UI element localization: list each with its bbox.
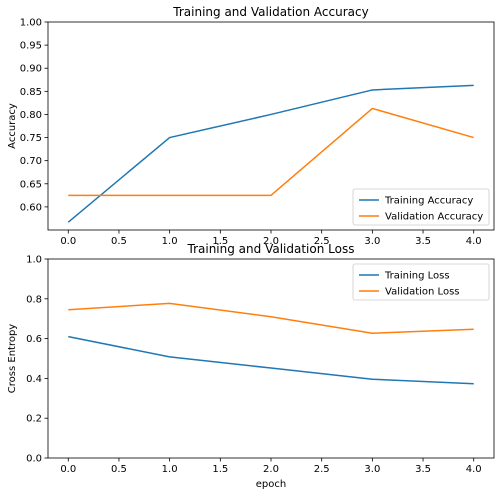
legend-box — [352, 263, 490, 301]
y-tick-label: 1.0 — [26, 255, 42, 266]
legend-label: Training Loss — [384, 271, 450, 282]
x-tick-label: 1.5 — [212, 236, 228, 247]
chart-title: Training and Validation Loss — [187, 242, 355, 256]
x-tick-label: 0.0 — [60, 464, 76, 475]
y-tick-label: 0.4 — [26, 374, 42, 385]
y-tick-label: 0.2 — [26, 414, 42, 425]
y-tick-label: 0.0 — [26, 454, 42, 465]
legend-box — [352, 188, 490, 226]
x-tick-label: 1.5 — [212, 464, 228, 475]
x-tick-label: 4.0 — [466, 464, 482, 475]
x-tick-label: 0.5 — [111, 236, 127, 247]
x-tick-label: 3.5 — [415, 464, 431, 475]
y-tick-label: 0.85 — [20, 87, 42, 98]
chart-title: Training and Validation Accuracy — [172, 5, 368, 19]
y-axis-label: Accuracy — [7, 103, 18, 149]
y-tick-label: 1.00 — [20, 18, 42, 29]
y-tick-label: 0.6 — [26, 334, 42, 345]
x-tick-label: 0.0 — [60, 236, 76, 247]
x-tick-label: 3.0 — [364, 464, 380, 475]
y-tick-label: 0.90 — [20, 64, 42, 75]
legend: Training Accuracy Validation Accuracy — [352, 188, 490, 226]
accuracy-chart: Training and Validation Accuracy 0.0 0.5 1.… — [7, 5, 495, 247]
x-tick-label: 3.5 — [415, 236, 431, 247]
y-tick-label: 0.60 — [20, 202, 42, 213]
y-tick-label: 0.8 — [26, 294, 42, 305]
series-line-training-accuracy — [67, 84, 474, 223]
y-tick-label: 0.70 — [20, 156, 42, 167]
x-axis-label: epoch — [256, 479, 286, 490]
y-tick-label: 0.75 — [20, 133, 42, 144]
x-tick-label: 1.0 — [162, 464, 178, 475]
x-tick-label: 4.0 — [466, 236, 482, 247]
y-axis-label: Cross Entropy — [7, 324, 18, 394]
x-tick-label: 3.0 — [364, 236, 380, 247]
y-tick-label: 0.95 — [20, 41, 42, 52]
legend-label: Training Accuracy — [384, 196, 473, 207]
x-tick-label: 2.0 — [263, 236, 279, 247]
x-tick-label: 2.5 — [314, 236, 330, 247]
x-tick-label: 2.5 — [314, 464, 330, 475]
legend-label: Validation Loss — [385, 287, 460, 298]
y-tick-label: 0.65 — [20, 179, 42, 190]
x-tick-label: 2.0 — [263, 464, 279, 475]
series-line-training-loss — [68, 335, 474, 385]
loss-chart: Training and Validation Loss 0.0 0.5 1.0 1.5… — [7, 242, 495, 490]
x-tick-label: 0.5 — [111, 464, 127, 475]
legend-label: Validation Accuracy — [385, 212, 483, 223]
y-tick-label: 0.80 — [20, 110, 42, 121]
series-line-validation-accuracy — [68, 107, 474, 197]
series-line-validation-loss — [68, 302, 474, 334]
legend: Training Loss Validation Loss — [352, 263, 490, 301]
x-tick-label: 1.0 — [162, 236, 178, 247]
